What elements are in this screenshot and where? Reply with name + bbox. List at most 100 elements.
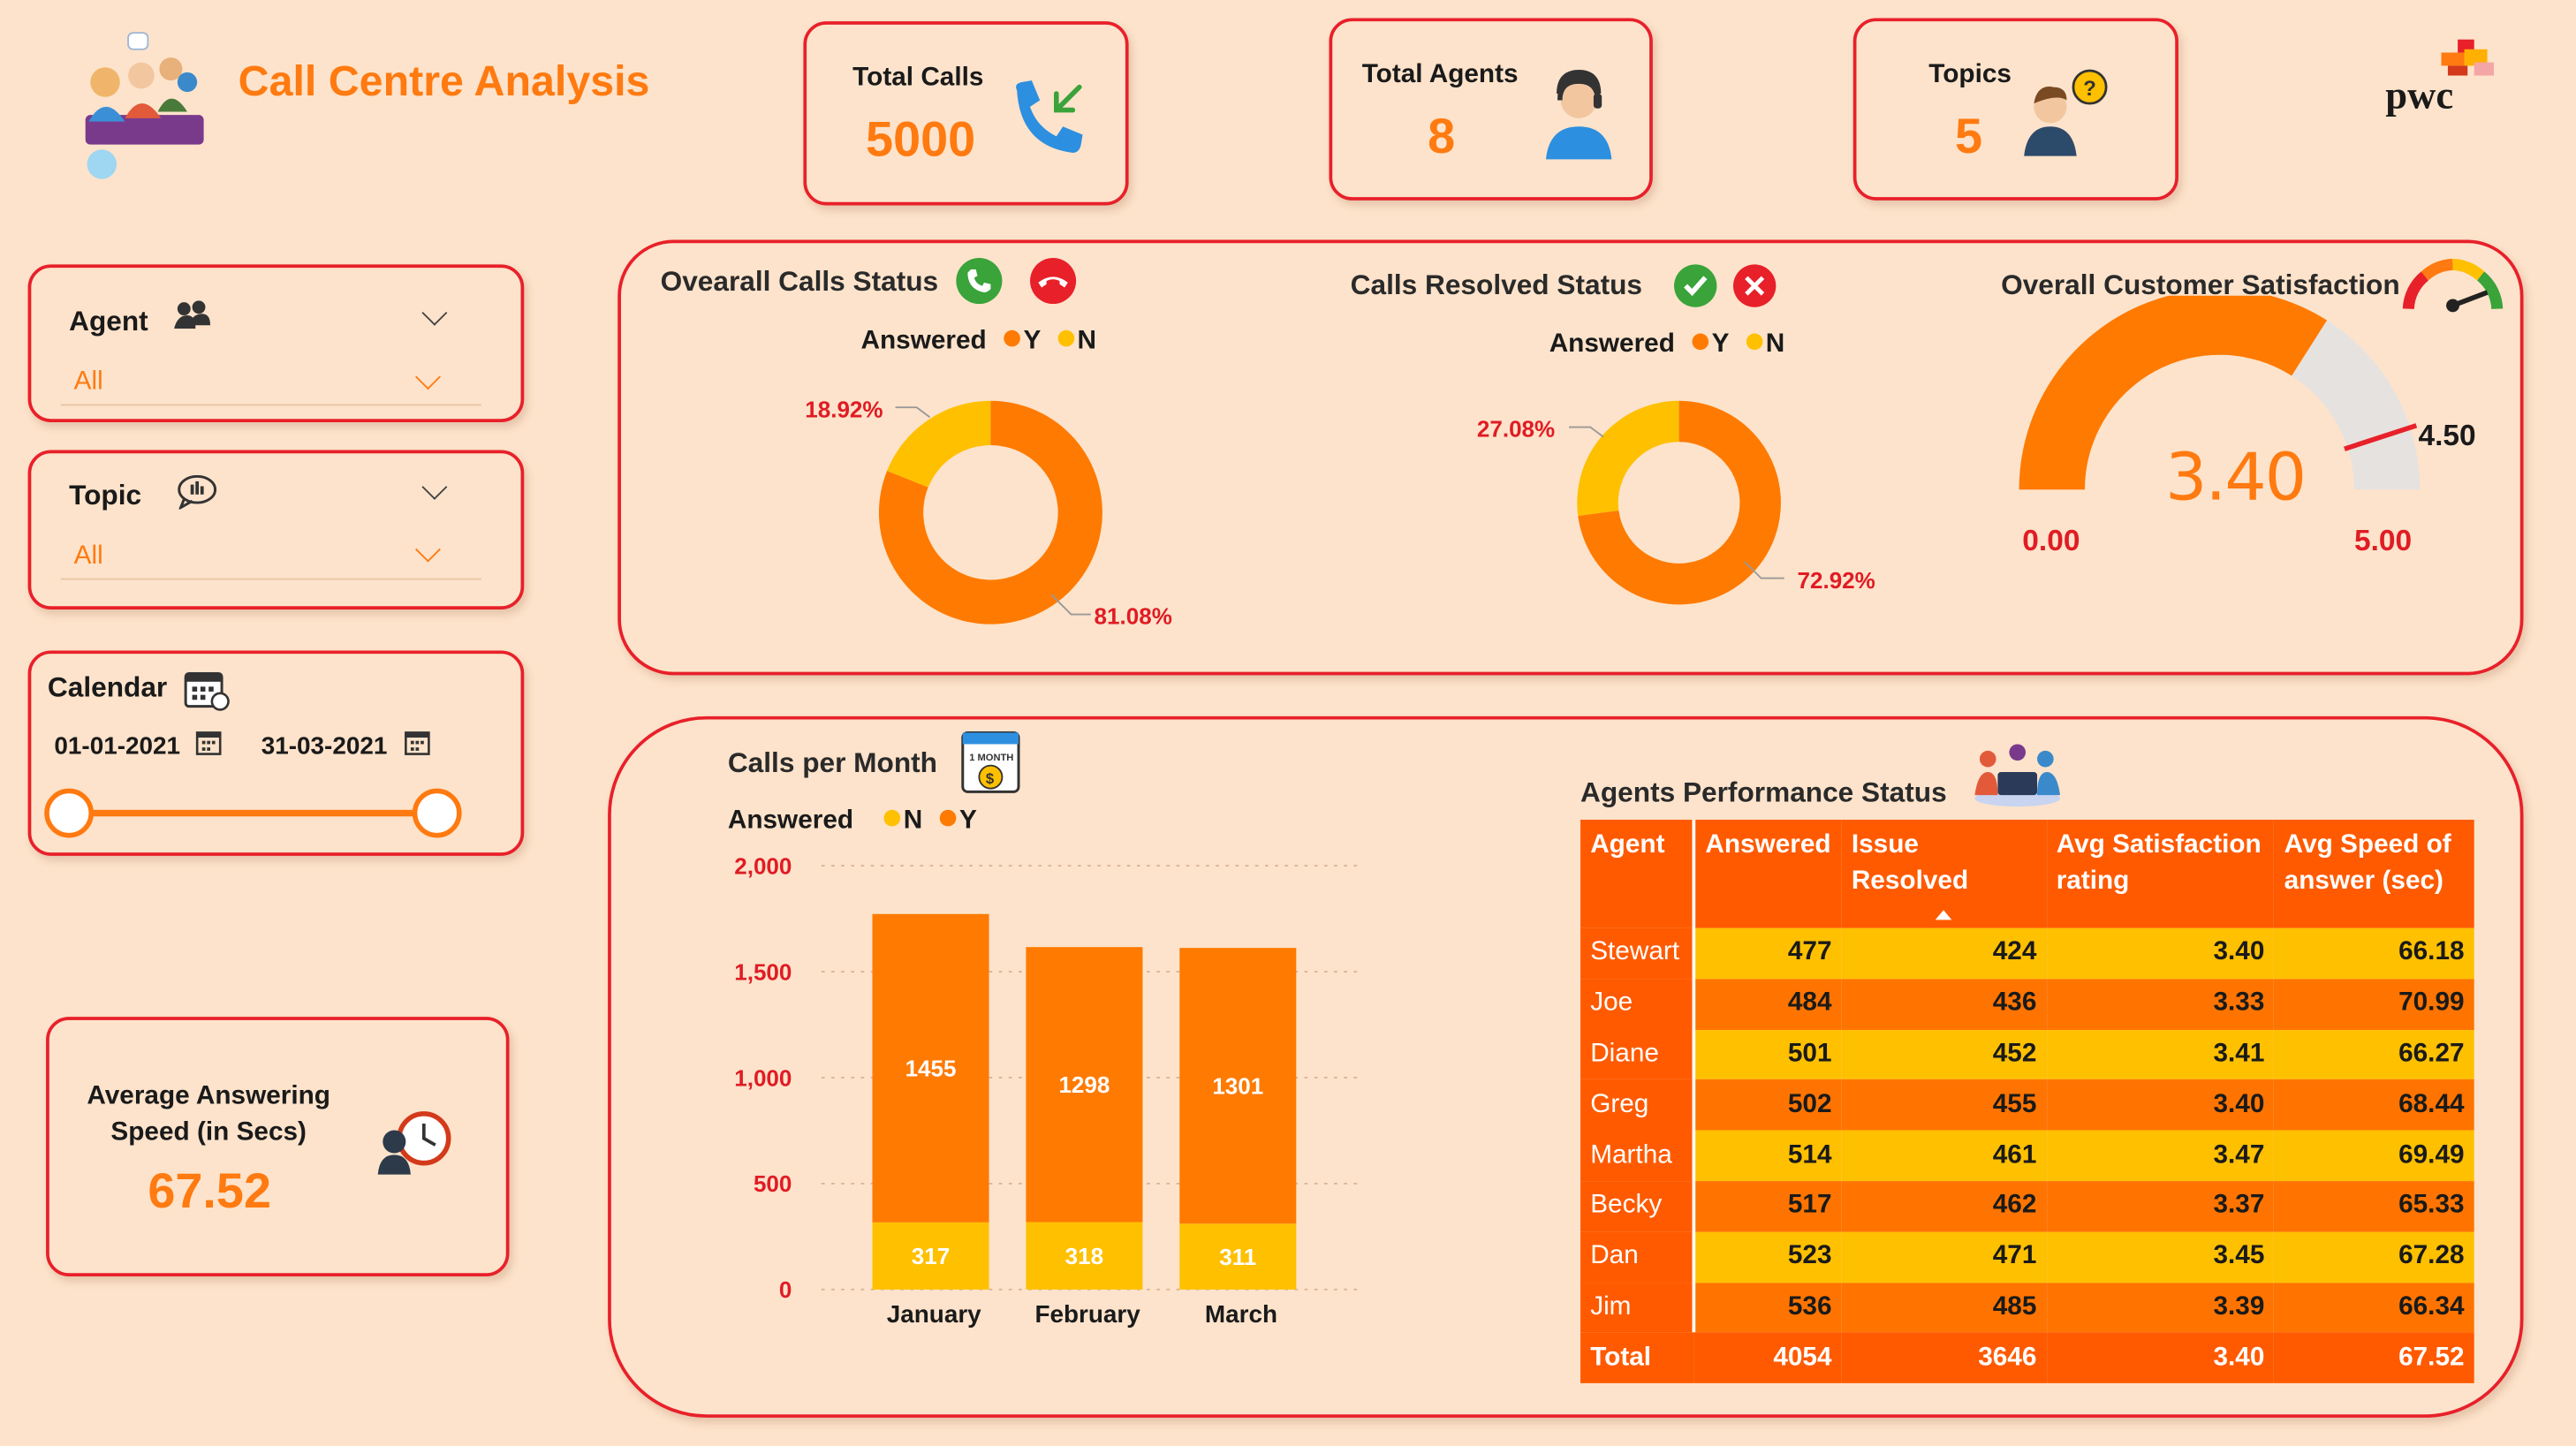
calendar-icon <box>184 671 230 711</box>
y-tick-label: 500 <box>754 1170 792 1197</box>
calls-status-title: Ovearall Calls Status <box>660 266 939 298</box>
table-header-row: Agent Answered Issue Resolved Avg Satisf… <box>1580 819 2474 928</box>
end-date[interactable]: 31-03-2021 <box>261 732 388 761</box>
table-row[interactable]: Jim 536 485 3.39 66.34 <box>1580 1282 2474 1333</box>
agent-headset-icon <box>1545 70 1612 160</box>
table-row[interactable]: Martha 514 461 3.47 69.49 <box>1580 1130 2474 1182</box>
page-title: Call Centre Analysis <box>238 56 650 106</box>
legend-title: Answered <box>860 327 987 355</box>
table-cell: 67.28 <box>2274 1231 2474 1283</box>
date-picker-icon[interactable] <box>404 730 430 756</box>
legend-item-y: Y <box>1711 329 1729 359</box>
bar-january-n[interactable] <box>872 1222 989 1290</box>
bar-march-y[interactable] <box>1179 948 1297 1224</box>
total-cell: 4054 <box>1693 1332 1842 1384</box>
calendar-slicer[interactable]: Calendar 01-01-2021 31-03-2021 <box>27 650 525 856</box>
column-header-issue-resolved[interactable]: Issue Resolved <box>1841 819 2047 928</box>
topic-dropdown[interactable] <box>60 524 481 580</box>
agent-slicer[interactable]: Agent All <box>27 264 525 422</box>
agent-name-cell: Greg <box>1580 1079 1696 1131</box>
table-cell: 462 <box>1841 1181 2047 1232</box>
x-tick-label: January <box>887 1300 981 1328</box>
range-start-handle[interactable] <box>44 788 95 838</box>
start-date[interactable]: 01-01-2021 <box>54 732 181 761</box>
column-header-answered[interactable]: Answered <box>1693 819 1842 928</box>
topic-slicer[interactable]: Topic All <box>27 450 525 609</box>
total-cell: Total <box>1580 1332 1694 1384</box>
table-row[interactable]: Becky 517 462 3.37 65.33 <box>1580 1181 2474 1232</box>
column-header-agent[interactable]: Agent <box>1580 819 1696 928</box>
y-tick-label: 1,000 <box>734 1064 792 1091</box>
agent-name-cell: Diane <box>1580 1029 1696 1080</box>
chevron-down-icon[interactable] <box>421 299 448 326</box>
table-cell: 66.27 <box>2274 1029 2474 1080</box>
legend-item-y: Y <box>958 806 977 835</box>
date-picker-icon[interactable] <box>195 730 222 756</box>
column-header-avg-satisfaction[interactable]: Avg Satisfaction rating <box>2046 819 2275 928</box>
agent-selected-value[interactable]: All <box>73 367 103 397</box>
calls-per-month-title: Calls per Month <box>727 747 937 779</box>
data-label: 1301 <box>1212 1072 1263 1099</box>
x-tick-label: March <box>1205 1300 1277 1328</box>
bar-february-n[interactable] <box>1026 1222 1143 1290</box>
table-cell: 69.49 <box>2274 1130 2474 1182</box>
cross-icon <box>1732 264 1777 307</box>
agent-name-cell: Martha <box>1580 1130 1696 1182</box>
table-row[interactable]: Joe 484 436 3.33 70.99 <box>1580 979 2474 1030</box>
legend-item-n: N <box>1077 327 1097 355</box>
table-cell: 3.33 <box>2046 979 2275 1030</box>
table-cell: 3.41 <box>2046 1029 2275 1080</box>
legend-item-n: N <box>1765 329 1785 359</box>
table-cell: 66.18 <box>2274 927 2474 980</box>
calls-resolved-slice-y[interactable] <box>1578 400 1781 605</box>
total-calls-label: Total Calls <box>852 64 984 93</box>
calls-resolved-slice-n[interactable] <box>1577 400 1679 517</box>
bar-january-y[interactable] <box>872 913 989 1223</box>
table-cell: 461 <box>1841 1130 2047 1182</box>
agent-dropdown[interactable] <box>60 350 481 406</box>
table-cell: 65.33 <box>2274 1181 2474 1232</box>
topics-label: Topics <box>1928 60 2012 89</box>
speech-bubble-icon <box>178 474 217 510</box>
legend-title: Answered <box>727 806 854 835</box>
total-cell: 67.52 <box>2274 1332 2474 1384</box>
topic-selected-value[interactable]: All <box>73 541 103 571</box>
total-calls-card: Total Calls 5000 <box>803 21 1129 206</box>
table-row[interactable]: Dan 523 471 3.45 67.28 <box>1580 1231 2474 1283</box>
date-range-track[interactable] <box>67 809 439 817</box>
chevron-down-icon[interactable] <box>421 473 448 500</box>
range-end-handle[interactable] <box>412 788 462 838</box>
y-tick-label: 1,500 <box>734 958 792 985</box>
table-cell: 3.39 <box>2046 1282 2275 1333</box>
total-agents-value: 8 <box>1428 110 1456 164</box>
team-meeting-icon <box>1974 744 2061 807</box>
table-row[interactable]: Stewart 477 424 3.40 66.18 <box>1580 927 2474 980</box>
agents-performance-title: Agents Performance Status <box>1580 776 1947 808</box>
gauge-max: 5.00 <box>2353 524 2413 557</box>
table-cell: 3.40 <box>2046 1079 2275 1131</box>
calls-status-slice-y[interactable] <box>878 400 1102 625</box>
calls-resolved-legend: Answered Y N <box>1549 330 1785 360</box>
check-icon <box>1674 264 1717 307</box>
sort-ascending-icon[interactable] <box>1936 910 1952 920</box>
legend-item-n: N <box>903 806 923 835</box>
avg-answer-label: Average Answering Speed (in Secs) <box>49 1079 368 1152</box>
table-cell: 502 <box>1693 1079 1842 1131</box>
gauge-fill[interactable] <box>2019 295 2328 490</box>
phone-decline-icon <box>1030 257 1077 305</box>
satisfaction-gauge <box>2019 295 2421 490</box>
agent-name-cell: Dan <box>1580 1231 1696 1283</box>
legend-item-y: Y <box>1023 327 1041 355</box>
table-row[interactable]: Diane 501 452 3.41 66.27 <box>1580 1029 2474 1080</box>
bar-march-n[interactable] <box>1179 1223 1297 1290</box>
calls-status-slice-n[interactable] <box>887 400 991 488</box>
column-header-avg-speed[interactable]: Avg Speed of answer (sec) <box>2274 819 2474 928</box>
bar-february-y[interactable] <box>1026 947 1143 1223</box>
incoming-call-icon <box>1016 80 1083 153</box>
table-cell: 3.45 <box>2046 1231 2275 1283</box>
table-cell: 70.99 <box>2274 979 2474 1030</box>
table-row[interactable]: Greg 502 455 3.40 68.44 <box>1580 1079 2474 1131</box>
calls-status-donut <box>878 400 1102 625</box>
thinking-person-icon: ? <box>2024 69 2108 156</box>
